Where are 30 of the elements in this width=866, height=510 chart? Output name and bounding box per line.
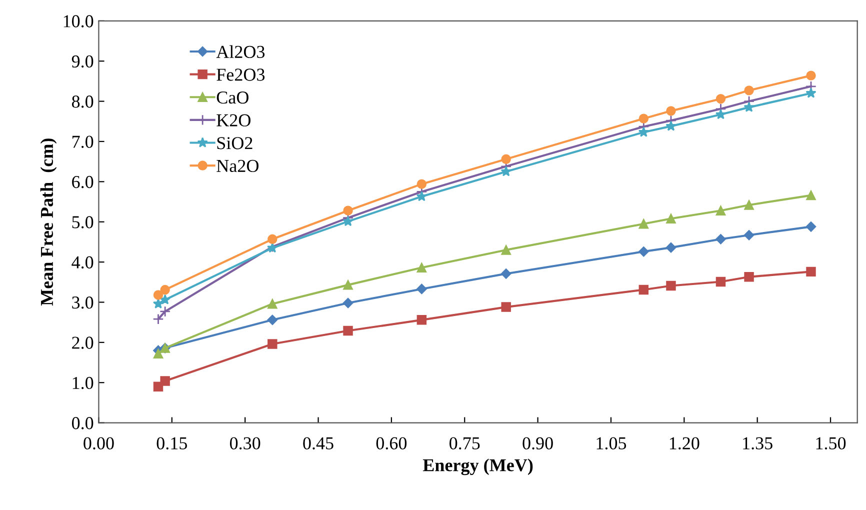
y-axis-title: Mean Free Path (cm) — [40, 138, 57, 306]
x-tick-label: 0.60 — [376, 437, 407, 450]
y-tick-label: 1.0 — [72, 376, 94, 390]
x-tick-label: 0.45 — [303, 437, 334, 450]
x-tick-label: 0.75 — [450, 437, 480, 450]
x-tick-label: 0.30 — [230, 437, 260, 450]
x-tick-label: 1.50 — [816, 437, 846, 450]
x-tick-label: 1.20 — [670, 437, 700, 450]
legend-label: Fe2O3 — [216, 68, 265, 81]
y-tick-label: 8.0 — [72, 96, 94, 108]
legend-label: Na2O — [216, 160, 258, 172]
y-tick-label: 6.0 — [72, 176, 94, 188]
x-tick-label: 1.35 — [743, 437, 772, 450]
x-tick-label: 0.90 — [522, 437, 553, 450]
legend-label: K2O — [216, 114, 250, 126]
x-tick-label: 0.15 — [156, 437, 187, 450]
legend-label: CaO — [216, 91, 248, 104]
y-tick-label: 3.0 — [72, 296, 94, 309]
y-tick-label: 5.0 — [72, 216, 94, 228]
y-tick-label: 2.0 — [72, 336, 94, 349]
y-tick-label: 4.0 — [72, 256, 94, 269]
x-tick-label: 0.00 — [84, 437, 114, 450]
y-tick-label: 0.0 — [72, 417, 94, 430]
x-tick-label: 1.05 — [596, 437, 626, 450]
y-tick-label: 9.0 — [72, 55, 94, 68]
y-tick-label: 10.0 — [64, 15, 94, 28]
y-tick-label: 7.0 — [72, 136, 94, 148]
legend-label: SiO2 — [217, 137, 252, 150]
legend-label: Al2O3 — [216, 45, 265, 58]
x-axis-title: Energy (MeV) — [422, 458, 533, 476]
